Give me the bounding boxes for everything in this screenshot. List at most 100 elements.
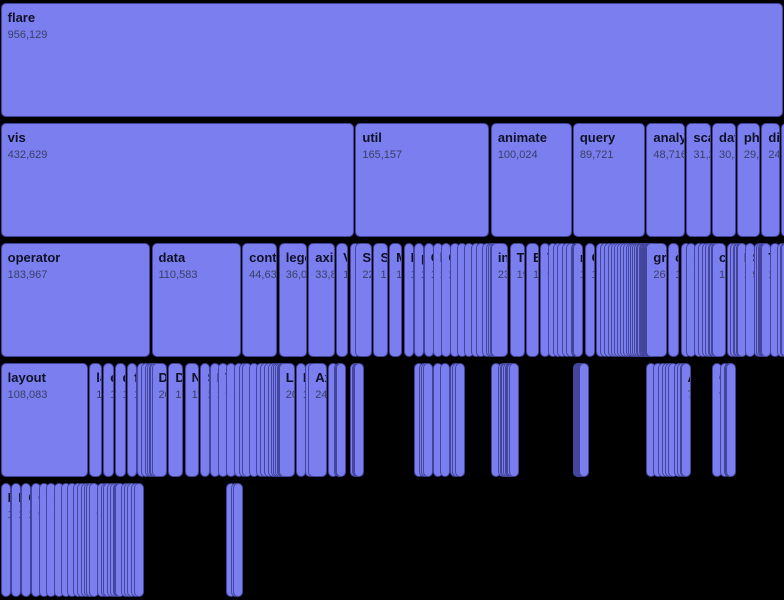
icicle-node-visualizationevent[interactable] <box>354 363 365 477</box>
node-value: 36,003 <box>285 268 307 281</box>
node-label: NodeSprite <box>192 370 199 386</box>
node-value: 183,967 <box>7 268 48 281</box>
node-value: 17,372 <box>533 268 539 281</box>
node-value: 110,583 <box>158 268 198 281</box>
node-value: 19,382 <box>191 388 199 401</box>
icicle-node-controls[interactable]: controls 44,639 <box>242 243 278 357</box>
node-value: 19,118 <box>380 268 387 281</box>
node-value: 18,349 <box>719 268 726 281</box>
icicle-node-layout[interactable]: layout 108,083 <box>0 363 88 477</box>
node-value: 165,157 <box>362 148 403 161</box>
icicle-node-axis[interactable]: Axis 24,593 <box>308 363 328 477</box>
node-value: 956,129 <box>7 28 48 41</box>
node-label: encoder <box>110 370 113 386</box>
node-value: 24,593 <box>315 388 328 401</box>
node-label: layout <box>7 370 46 385</box>
node-label: Axis <box>315 370 326 385</box>
icicle-node-arrowtype[interactable] <box>232 483 243 597</box>
icicle-node-analytics[interactable]: analytics 48,716 <box>646 123 686 237</box>
icicle-node-legend[interactable]: Legend 20,859 <box>278 363 295 477</box>
icicle-node-query[interactable]: query 89,721 <box>572 123 646 237</box>
node-label: display <box>768 130 780 145</box>
icicle-node-converters[interactable]: converters 18,349 <box>712 243 726 357</box>
icicle-node-operator[interactable]: operator 183,967 <box>0 243 151 357</box>
icicle-node-axis[interactable]: axis 33,886 <box>308 243 335 357</box>
node-value: 20,859 <box>285 388 294 401</box>
icicle-node-mod[interactable] <box>579 363 589 477</box>
icicle-node-easing[interactable]: Easing 17,372 <box>526 243 539 357</box>
icicle-node-dateinterpolator[interactable] <box>508 363 519 477</box>
icicle-node-graph[interactable]: graph 26,435 <box>646 243 667 357</box>
icicle-node-imatrix[interactable] <box>454 363 465 477</box>
node-value: 48,716 <box>653 148 686 161</box>
icicle-node-util[interactable]: util 165,157 <box>355 123 490 237</box>
icicle-node-displays[interactable]: Displays12,555 <box>403 243 414 357</box>
icicle-node-heapnode[interactable] <box>440 363 451 477</box>
node-value: 17,705 <box>396 268 403 281</box>
node-value: 19,975 <box>516 268 524 281</box>
node-label: analytics <box>653 130 684 145</box>
icicle-node-visualization[interactable]: Visualization 16,540 <box>336 243 349 357</box>
icicle-node-palette[interactable]: palette11,946 <box>413 243 424 357</box>
icicle-node-scale[interactable]: scale 31,294 <box>686 123 711 237</box>
icicle-node-flare[interactable]: flare 956,129 <box>0 3 784 117</box>
node-label: flare <box>7 10 36 25</box>
node-value: 31,294 <box>693 148 709 161</box>
icicle-node-distortion[interactable]: distortion14,219 <box>115 363 126 477</box>
node-label: scale <box>693 130 709 145</box>
node-value: 16,540 <box>343 269 347 281</box>
icicle-node-shapes[interactable]: Shapes 19,118 <box>373 243 388 357</box>
node-value: 24,254 <box>768 148 779 161</box>
icicle-node-nodelinktreelayout[interactable]: NodeLinkTreeLayout12,870 <box>0 483 11 597</box>
node-label: interpolate <box>497 250 509 265</box>
icicle-node-palette[interactable] <box>422 363 433 477</box>
node-label: converters <box>719 250 726 265</box>
icicle-node-scalebinding[interactable]: ScaleBinding11,275 <box>200 363 211 477</box>
node-value: 14,897 <box>110 389 113 401</box>
icicle-node-data[interactable]: data 110,583 <box>151 243 241 357</box>
node-label: legend <box>285 250 306 265</box>
node-label: Data <box>158 370 168 385</box>
icicle-node-nodesprite[interactable]: NodeSprite 19,382 <box>184 363 200 477</box>
icicle-node-converters[interactable] <box>726 363 737 477</box>
icicle-node-interpolate[interactable]: interpolate 23,081 <box>490 243 509 357</box>
node-value: 19,788 <box>175 388 182 401</box>
icicle-node-animate[interactable]: animate 100,024 <box>490 123 572 237</box>
icicle-node-axislabel[interactable] <box>335 363 346 477</box>
node-label: Maths <box>396 250 401 266</box>
node-label: Strings <box>362 250 372 265</box>
icicle-node-datalist[interactable]: DataList 19,788 <box>168 363 184 477</box>
icicle-node-physics[interactable]: physics 29,934 <box>736 123 761 237</box>
icicle-node-strings[interactable]: Strings 22,026 <box>355 243 373 357</box>
node-value: 17,057 <box>96 388 102 401</box>
node-value: 26,435 <box>653 268 666 281</box>
icicle-node-encoder[interactable]: encoder 14,897 <box>103 363 115 477</box>
icicle-node-graphdistancefilter[interactable] <box>134 483 145 597</box>
node-value: 22,026 <box>362 268 371 281</box>
icicle-node-methods[interactable]: methods14,326 <box>572 243 584 357</box>
node-label: Transitioner <box>516 250 524 265</box>
node-label: graph <box>653 250 667 265</box>
icicle-node-radialtreelayout[interactable]: RadialTreeLayout12,348 <box>11 483 22 597</box>
icicle-node-cluster[interactable]: cluster 15,207 <box>668 243 680 357</box>
node-value: 23,081 <box>497 268 508 281</box>
icicle-node-display[interactable]: display 24,254 <box>761 123 780 237</box>
icicle-node-aspectratiobanker[interactable]: AspectRatioBanker7,074 <box>680 363 691 477</box>
node-value: 44,639 <box>249 268 277 281</box>
icicle-node-maths[interactable]: Maths 17,705 <box>389 243 403 357</box>
node-value: 89,721 <box>579 148 614 161</box>
icicle-node-data[interactable]: data 30,284 <box>712 123 736 237</box>
icicle-node-filter[interactable]: filter11,893 <box>127 363 138 477</box>
icicle-node-query[interactable]: Query13,896 <box>584 243 595 357</box>
node-label: Visualization <box>343 250 347 266</box>
node-label: Legend <box>285 370 294 385</box>
node-label: util <box>362 130 382 145</box>
icicle-node-vis[interactable]: vis 432,629 <box>0 123 355 237</box>
icicle-node-label[interactable]: label 17,057 <box>89 363 102 477</box>
icicle-node-circlepackinglayout[interactable]: CirclePackingLayout12,003 <box>21 483 32 597</box>
icicle-node-transitioner[interactable]: Transitioner 19,975 <box>509 243 525 357</box>
icicle-node-legend[interactable]: legend 36,003 <box>278 243 307 357</box>
node-label: controls <box>249 250 277 265</box>
node-value: 30,284 <box>719 148 735 161</box>
icicle-node-data[interactable]: Data 20,544 <box>151 363 168 477</box>
